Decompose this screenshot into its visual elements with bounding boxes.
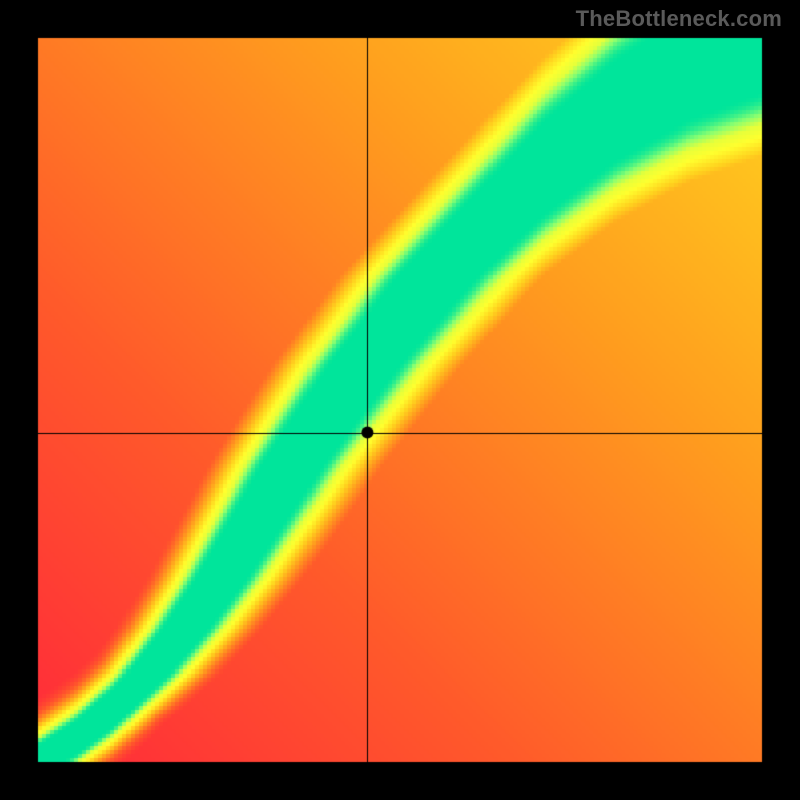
chart-container: TheBottleneck.com (0, 0, 800, 800)
bottleneck-heatmap-canvas (0, 0, 800, 800)
watermark-text: TheBottleneck.com (576, 6, 782, 32)
